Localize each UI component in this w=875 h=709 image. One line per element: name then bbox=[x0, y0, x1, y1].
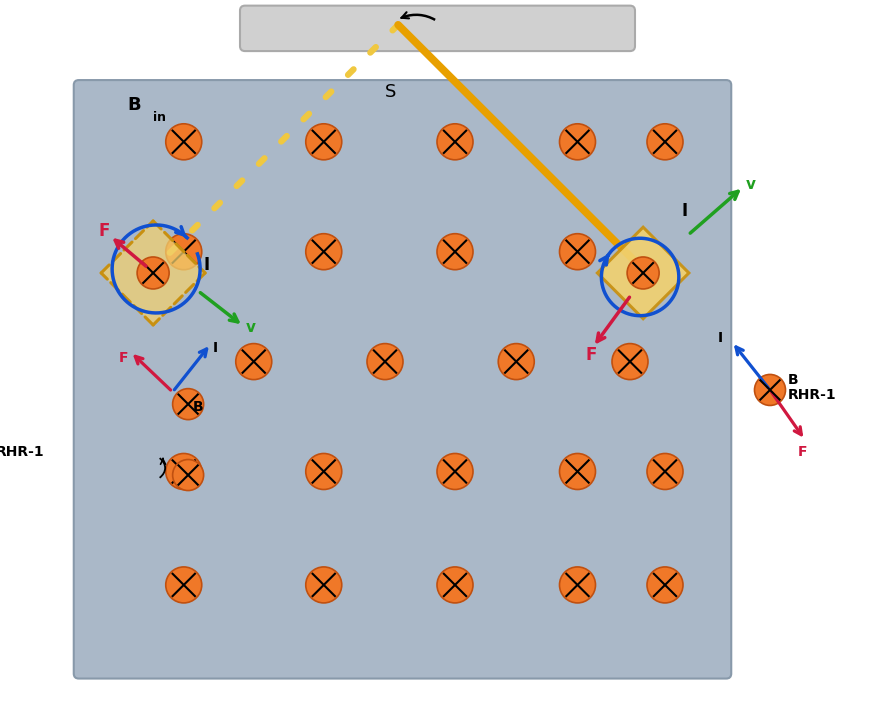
Circle shape bbox=[612, 344, 648, 379]
Circle shape bbox=[235, 344, 272, 379]
Circle shape bbox=[647, 124, 683, 160]
Circle shape bbox=[172, 459, 204, 491]
Text: in: in bbox=[153, 111, 166, 123]
Circle shape bbox=[305, 234, 342, 269]
Text: RHR-1: RHR-1 bbox=[788, 388, 836, 402]
Circle shape bbox=[165, 454, 202, 489]
Polygon shape bbox=[102, 221, 205, 325]
Circle shape bbox=[498, 344, 535, 379]
Text: F: F bbox=[98, 222, 109, 240]
Circle shape bbox=[305, 124, 342, 160]
Text: v: v bbox=[246, 320, 256, 335]
Text: F: F bbox=[119, 351, 128, 365]
Circle shape bbox=[165, 234, 202, 269]
Text: I: I bbox=[718, 331, 723, 345]
Circle shape bbox=[305, 567, 342, 603]
Circle shape bbox=[367, 344, 403, 379]
Text: S: S bbox=[385, 83, 396, 101]
Circle shape bbox=[647, 567, 683, 603]
Circle shape bbox=[754, 374, 786, 406]
Circle shape bbox=[559, 234, 596, 269]
FancyBboxPatch shape bbox=[240, 6, 635, 51]
Circle shape bbox=[137, 257, 169, 289]
Circle shape bbox=[559, 124, 596, 160]
Circle shape bbox=[437, 567, 473, 603]
Circle shape bbox=[305, 454, 342, 489]
Circle shape bbox=[437, 124, 473, 160]
Text: B: B bbox=[192, 400, 203, 414]
Circle shape bbox=[165, 567, 202, 603]
Text: B: B bbox=[788, 373, 799, 387]
FancyBboxPatch shape bbox=[74, 80, 732, 679]
Circle shape bbox=[437, 454, 473, 489]
Text: I: I bbox=[213, 341, 218, 355]
Circle shape bbox=[437, 234, 473, 269]
Circle shape bbox=[559, 454, 596, 489]
Circle shape bbox=[165, 124, 202, 160]
Circle shape bbox=[627, 257, 659, 289]
Text: I: I bbox=[203, 256, 209, 274]
Text: $\mathbf{B}$: $\mathbf{B}$ bbox=[127, 96, 141, 114]
Circle shape bbox=[172, 389, 204, 420]
Circle shape bbox=[559, 567, 596, 603]
Circle shape bbox=[647, 454, 683, 489]
Text: F: F bbox=[798, 445, 808, 459]
Text: v: v bbox=[746, 177, 756, 192]
Text: I: I bbox=[681, 202, 687, 220]
Polygon shape bbox=[598, 227, 689, 319]
Text: RHR-1: RHR-1 bbox=[0, 445, 45, 459]
Text: F: F bbox=[585, 346, 597, 364]
